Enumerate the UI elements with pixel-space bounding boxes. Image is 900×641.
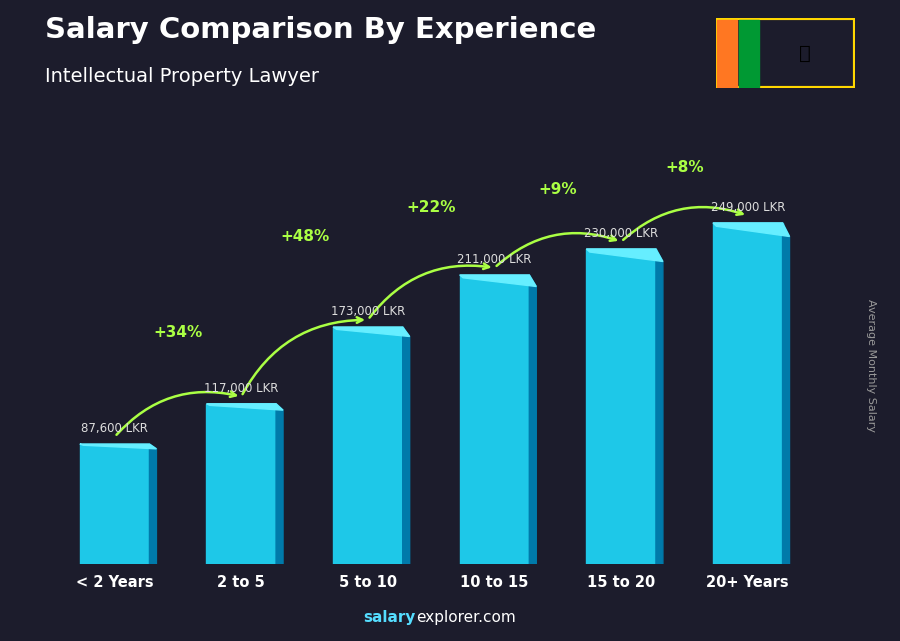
Text: 249,000 LKR: 249,000 LKR [710,201,785,214]
Text: Average Monthly Salary: Average Monthly Salary [866,299,877,432]
Polygon shape [80,444,157,449]
Text: +8%: +8% [665,160,704,175]
Text: explorer.com: explorer.com [416,610,516,625]
Text: Intellectual Property Lawyer: Intellectual Property Lawyer [45,67,319,87]
Text: +34%: +34% [153,325,202,340]
Text: 173,000 LKR: 173,000 LKR [331,305,405,318]
Text: 211,000 LKR: 211,000 LKR [457,253,532,266]
Bar [206,404,276,564]
Text: 🦁: 🦁 [798,44,810,63]
Text: salary: salary [364,610,416,625]
Text: 117,000 LKR: 117,000 LKR [204,382,278,395]
Text: +9%: +9% [538,182,577,197]
Bar [80,444,149,564]
Polygon shape [460,275,536,287]
Polygon shape [206,404,283,410]
Polygon shape [149,444,157,564]
Polygon shape [402,327,410,564]
Polygon shape [529,275,536,564]
Bar [717,20,737,87]
Bar [333,327,402,564]
Text: Salary Comparison By Experience: Salary Comparison By Experience [45,16,596,44]
Text: +48%: +48% [280,229,329,244]
Text: +22%: +22% [407,200,456,215]
Bar [713,223,783,564]
Bar [460,275,529,564]
Bar [739,20,760,87]
Polygon shape [783,223,789,564]
Text: 87,600 LKR: 87,600 LKR [81,422,148,435]
Text: 230,000 LKR: 230,000 LKR [584,227,658,240]
Polygon shape [333,327,410,337]
Polygon shape [656,249,663,564]
Polygon shape [276,404,283,564]
Polygon shape [713,223,789,237]
Polygon shape [586,249,663,262]
Bar [586,249,656,564]
